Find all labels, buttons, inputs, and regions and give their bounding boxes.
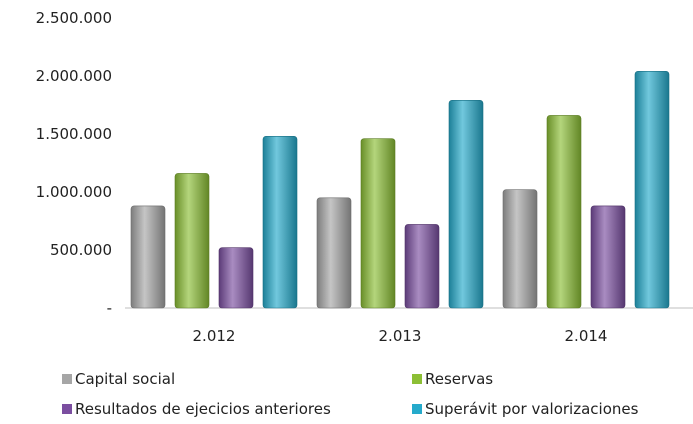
bar-1-2 [546, 115, 582, 309]
legend-item-resultados: Resultados de ejecicios anteriores [62, 400, 331, 418]
bar-3-1 [448, 100, 484, 309]
bar-2-1 [404, 224, 440, 309]
bar-1-1 [360, 138, 396, 309]
legend-label-resultados: Resultados de ejecicios anteriores [75, 400, 331, 418]
x-axis: 2.012 2.013 2.014 [193, 327, 608, 345]
legend-item-superavit: Superávit por valorizaciones [412, 400, 638, 418]
y-tick-label: 1.000.000 [36, 183, 112, 201]
y-axis: - 500.000 1.000.000 1.500.000 2.000.000 2.500… [36, 9, 693, 317]
legend-swatch-resultados [62, 404, 72, 414]
y-tick-label: - [107, 299, 112, 317]
y-tick-label: 500.000 [50, 241, 112, 259]
bar-2-0 [218, 247, 254, 309]
legend-label-reservas: Reservas [425, 370, 494, 388]
legend-item-capital-social: Capital social [62, 370, 175, 388]
y-tick-label: 2.500.000 [36, 9, 112, 27]
bar-0-0 [130, 205, 166, 309]
bar-1-0 [174, 173, 210, 309]
x-tick-label: 2.012 [193, 327, 236, 345]
legend-swatch-capital-social [62, 374, 72, 384]
y-tick-label: 2.000.000 [36, 67, 112, 85]
legend-label-superavit: Superávit por valorizaciones [425, 400, 639, 418]
x-tick-label: 2.013 [379, 327, 422, 345]
bar-3-0 [262, 136, 298, 309]
y-tick-label: 1.500.000 [36, 125, 112, 143]
bar-2-2 [590, 205, 626, 309]
bar-0-2 [502, 189, 538, 309]
bar-chart: - 500.000 1.000.000 1.500.000 2.000.000 2.500… [36, 9, 693, 345]
legend-swatch-superavit [412, 404, 422, 414]
bars [130, 71, 670, 309]
bar-3-2 [634, 71, 670, 309]
legend-item-reservas: Reservas [412, 370, 493, 388]
legend-label-capital-social: Capital social [75, 370, 176, 388]
bar-0-1 [316, 197, 352, 309]
x-tick-label: 2.014 [565, 327, 608, 345]
legend-swatch-reservas [412, 374, 422, 384]
